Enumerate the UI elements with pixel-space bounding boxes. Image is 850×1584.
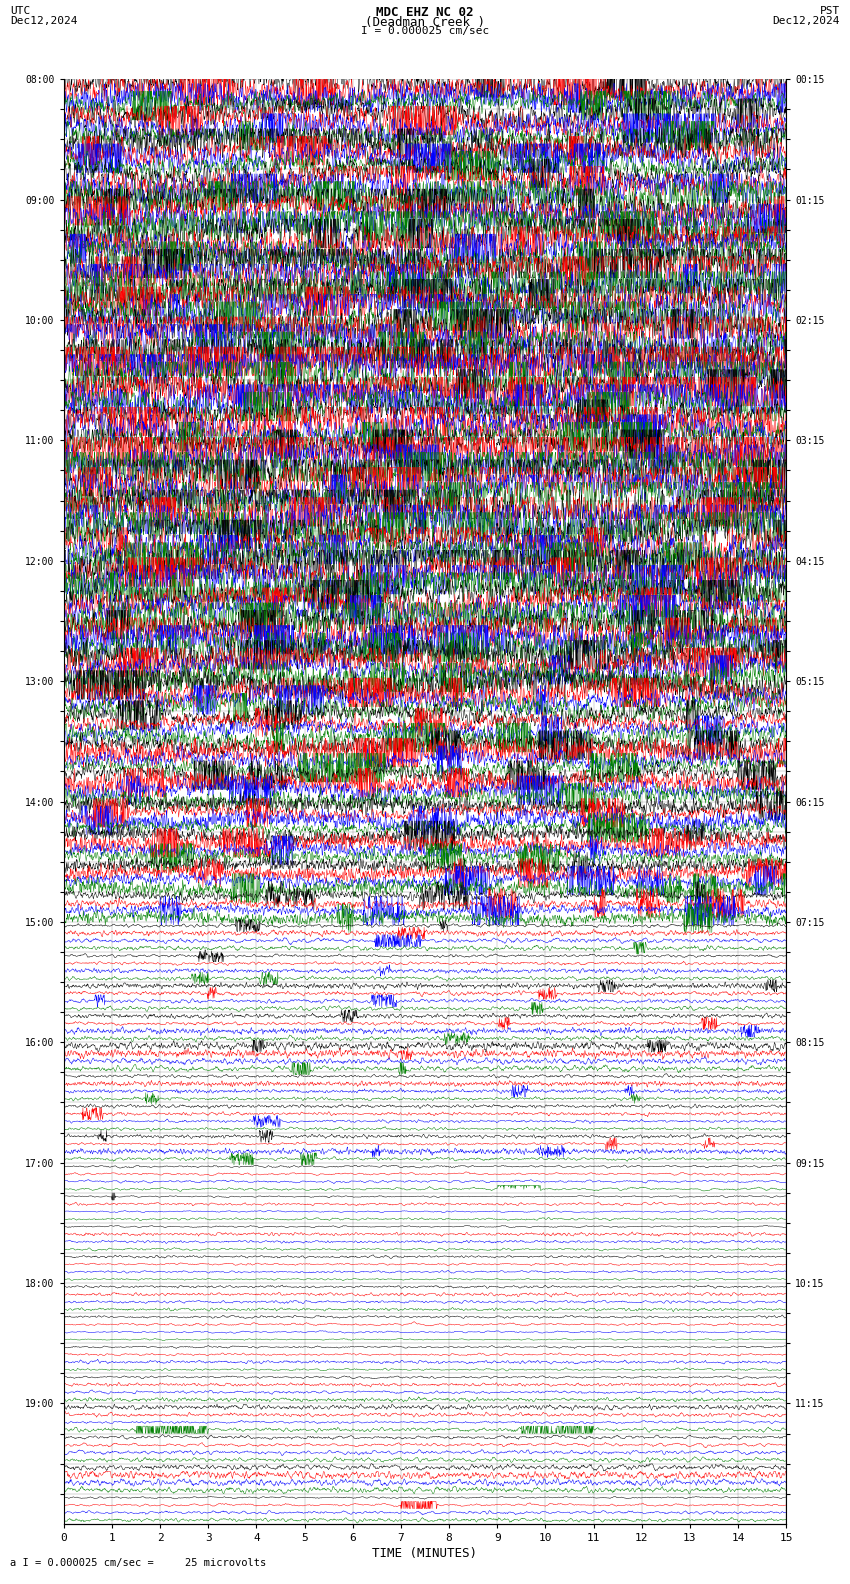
X-axis label: TIME (MINUTES): TIME (MINUTES) [372, 1548, 478, 1560]
Text: Dec12,2024: Dec12,2024 [10, 16, 77, 25]
Text: PST: PST [819, 5, 840, 16]
Text: a I = 0.000025 cm/sec =     25 microvolts: a I = 0.000025 cm/sec = 25 microvolts [10, 1559, 266, 1568]
Text: UTC: UTC [10, 5, 31, 16]
Text: I = 0.000025 cm/sec: I = 0.000025 cm/sec [361, 25, 489, 36]
Text: Dec12,2024: Dec12,2024 [773, 16, 840, 25]
Text: MDC EHZ NC 02: MDC EHZ NC 02 [377, 5, 473, 19]
Text: (Deadman Creek ): (Deadman Creek ) [365, 16, 485, 29]
